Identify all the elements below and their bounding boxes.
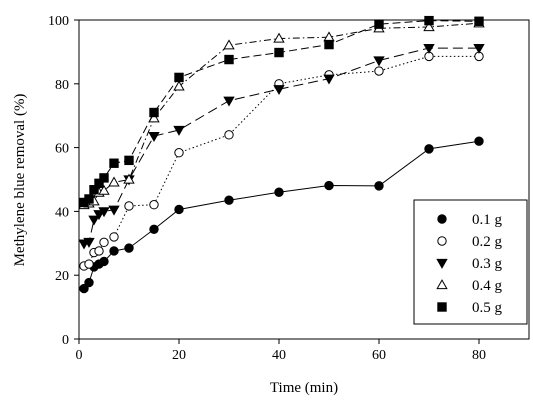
data-point	[109, 246, 119, 256]
y-tick-label: 60	[55, 142, 69, 157]
data-point	[224, 54, 234, 65]
data-point	[274, 47, 284, 58]
y-tick-label: 0	[62, 333, 69, 348]
data-point	[124, 201, 134, 211]
y-tick-label: 20	[55, 269, 69, 284]
data-point	[123, 173, 135, 184]
legend-entry: 0.1 g	[437, 212, 503, 228]
legend-label: 0.5 g	[472, 300, 503, 316]
data-point	[323, 74, 335, 85]
data-point	[474, 136, 484, 146]
data-point	[223, 39, 235, 50]
data-point	[374, 19, 384, 29]
data-point	[474, 16, 484, 26]
data-point	[173, 80, 185, 91]
data-point	[223, 96, 235, 107]
y-tick-label: 40	[55, 205, 69, 220]
series-layer	[78, 15, 485, 294]
data-point	[108, 176, 120, 187]
x-tick-label: 40	[272, 348, 286, 363]
legend-entry: 0.5 g	[437, 300, 503, 316]
data-point	[174, 72, 184, 83]
data-point	[473, 43, 485, 54]
data-point	[99, 173, 109, 183]
legend-marker	[437, 236, 447, 246]
legend-box	[413, 199, 528, 325]
series-1	[79, 136, 484, 294]
data-point	[88, 215, 100, 226]
data-point	[149, 107, 159, 118]
x-tick-label: 60	[372, 348, 386, 363]
data-point	[84, 194, 94, 204]
legend-marker	[436, 258, 448, 269]
legend-entry: 0.3 g	[436, 256, 503, 272]
series-3	[78, 43, 485, 250]
data-point	[273, 32, 285, 43]
data-point	[99, 237, 109, 248]
data-point	[224, 195, 234, 205]
x-tick-label: 80	[472, 348, 486, 363]
series-5	[79, 15, 484, 208]
data-point	[79, 283, 89, 294]
data-point	[324, 180, 334, 191]
legend-entry: 0.2 g	[437, 234, 503, 250]
x-tick-label: 20	[172, 348, 186, 363]
x-tick-label: 0	[76, 348, 83, 363]
data-point	[98, 207, 110, 218]
x-axis-label: Time (min)	[270, 380, 338, 396]
legend-label: 0.4 g	[472, 278, 503, 294]
data-point	[93, 210, 105, 221]
data-point	[124, 155, 134, 166]
axes-layer: 0 20 40 60 80 0 20 40 60 80 100	[48, 14, 486, 363]
data-point	[149, 200, 159, 210]
data-point	[89, 185, 99, 195]
legend-label: 0.1 g	[472, 212, 503, 228]
data-point	[173, 125, 185, 136]
legend-marker	[437, 214, 447, 224]
data-point	[94, 246, 104, 256]
data-point	[84, 259, 94, 269]
data-point	[99, 256, 109, 267]
data-point	[273, 85, 285, 96]
y-tick-label: 80	[55, 78, 69, 93]
data-point	[84, 277, 94, 288]
data-point	[109, 158, 119, 168]
data-point	[83, 237, 95, 248]
data-point	[109, 232, 119, 242]
legend-label: 0.3 g	[472, 256, 503, 272]
y-tick-label: 100	[48, 14, 69, 29]
data-point	[423, 43, 435, 54]
data-point	[373, 56, 385, 67]
data-point	[224, 130, 234, 140]
data-point	[148, 131, 160, 142]
data-point	[98, 184, 110, 195]
legend-entries: 0.1 g 0.2 g 0.3 g 0.4 g 0.5 g	[436, 212, 503, 316]
data-point	[94, 178, 104, 189]
y-axis-label: Methylene blue removal (%)	[12, 94, 28, 267]
data-point	[374, 66, 384, 76]
legend-entry: 0.4 g	[436, 278, 503, 294]
legend-marker	[436, 279, 448, 290]
data-point	[324, 39, 334, 50]
data-point	[174, 148, 184, 158]
data-point	[149, 224, 159, 234]
data-point	[274, 187, 284, 197]
data-point	[108, 205, 120, 216]
data-point	[424, 15, 434, 26]
legend-label: 0.2 g	[472, 234, 503, 250]
data-point	[423, 21, 435, 32]
data-point	[424, 144, 434, 154]
legend-marker	[437, 302, 447, 312]
legend: 0.1 g 0.2 g 0.3 g 0.4 g 0.5 g	[413, 199, 528, 325]
data-point	[174, 204, 184, 215]
data-point	[124, 243, 134, 253]
data-point	[374, 181, 384, 191]
